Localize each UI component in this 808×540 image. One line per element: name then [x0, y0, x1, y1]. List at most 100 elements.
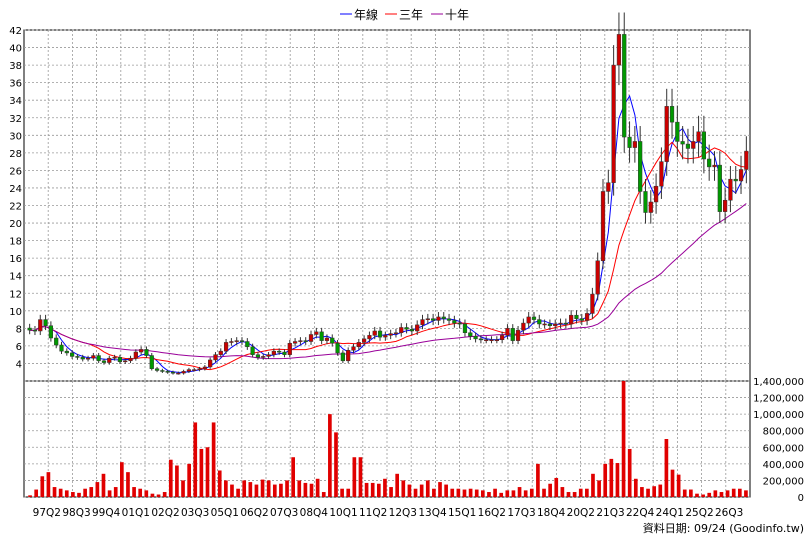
- x-tick-label: 98Q3: [62, 507, 90, 519]
- x-tick-label: 02Q2: [151, 507, 179, 519]
- x-tick-label: 10Q1: [329, 507, 357, 519]
- candle-body: [733, 178, 738, 182]
- price-tick-label: 30: [9, 131, 22, 142]
- volume-bar: [242, 480, 247, 497]
- candle-body: [340, 352, 345, 362]
- volume-bar: [548, 483, 552, 497]
- volume-bar: [444, 484, 448, 497]
- volume-bar: [376, 483, 381, 497]
- candle-body: [192, 369, 197, 371]
- volume-bar: [517, 487, 522, 497]
- volume-bar: [28, 495, 32, 497]
- x-tick-label: 17Q3: [507, 507, 535, 519]
- volume-bar: [493, 488, 497, 497]
- x-tick-label: 13Q4: [418, 507, 447, 519]
- volume-bar: [113, 487, 118, 497]
- candle-body: [282, 351, 287, 355]
- volume-bar: [71, 492, 75, 497]
- volume-bar: [34, 489, 39, 497]
- candle-body: [356, 342, 361, 348]
- candle-body: [176, 372, 181, 375]
- volume-bar: [132, 487, 136, 497]
- price-tick-label: 20: [9, 219, 22, 230]
- price-grid: [24, 29, 750, 381]
- volume-bar: [572, 492, 577, 497]
- candle-body: [261, 356, 266, 358]
- volume-bar: [321, 492, 326, 497]
- volume-bar: [58, 488, 63, 497]
- volume-bar: [474, 489, 479, 497]
- volume-bar: [126, 472, 130, 497]
- volume-bar: [266, 480, 271, 497]
- volume-bar: [272, 484, 277, 497]
- volume-bar: [413, 488, 418, 497]
- volume-bar: [175, 465, 179, 497]
- price-tick-label: 18: [9, 237, 22, 248]
- candle-body: [229, 341, 234, 343]
- volume-bar: [585, 488, 589, 497]
- candle-body: [600, 191, 606, 262]
- candle-body: [622, 34, 627, 138]
- candle-body: [489, 339, 494, 342]
- price-tick-label: 12: [9, 289, 22, 300]
- candle-body: [738, 169, 744, 182]
- candle-body: [616, 34, 622, 66]
- candle-body: [643, 191, 648, 213]
- volume-bar: [566, 492, 571, 497]
- candle-body: [547, 323, 553, 326]
- volume-bar: [707, 492, 712, 497]
- candle-body: [542, 323, 547, 326]
- x-tick-label: 18Q4: [537, 507, 566, 519]
- candle-body: [436, 316, 441, 321]
- volume-bar: [640, 487, 644, 497]
- candle-body: [351, 346, 356, 351]
- candle-body: [584, 313, 590, 321]
- volume-bar: [107, 490, 112, 497]
- price-tick-label: 32: [9, 114, 22, 125]
- candle-body: [165, 371, 170, 373]
- candle-body: [160, 370, 165, 372]
- volume-bar: [46, 472, 51, 497]
- volume-bar: [224, 480, 228, 497]
- volume-bar: [615, 463, 620, 497]
- candle-body: [54, 337, 59, 346]
- candle-body: [712, 164, 717, 168]
- volume-bar: [162, 492, 167, 497]
- x-tick-label: 16Q2: [478, 507, 506, 519]
- volume-bar: [156, 494, 161, 497]
- candle-body: [213, 354, 218, 361]
- candle-body: [250, 346, 255, 355]
- volume-bar: [291, 457, 295, 497]
- price-tick-label: 4: [16, 359, 22, 370]
- candle-body: [691, 141, 696, 149]
- candle-body: [308, 334, 314, 342]
- volume-bar: [646, 488, 650, 497]
- volume-bar: [395, 473, 400, 497]
- volume-bar: [664, 439, 669, 497]
- volume-bar: [438, 482, 442, 497]
- candle-body: [223, 342, 229, 352]
- candle-body: [319, 331, 324, 341]
- candle-body: [648, 201, 653, 213]
- volume-bar: [138, 488, 143, 497]
- volume-bar: [456, 488, 461, 497]
- volume-bar: [682, 489, 687, 497]
- candle-body: [197, 368, 202, 370]
- candle-body: [627, 136, 632, 148]
- x-tick-label: 22Q4: [626, 507, 655, 519]
- candles: [27, 12, 749, 375]
- candle-body: [186, 369, 192, 372]
- candle-body: [478, 338, 484, 341]
- volume-bar: [211, 422, 216, 497]
- candle-body: [107, 357, 112, 363]
- x-tick-label: 12Q3: [389, 507, 417, 519]
- candle-body: [393, 332, 399, 334]
- candle-body: [537, 319, 542, 325]
- x-tick-label: 24Q1: [656, 507, 684, 519]
- x-tick-label: 15Q1: [448, 507, 476, 519]
- candle-body: [239, 340, 245, 342]
- candle-body: [362, 338, 367, 343]
- volume-bar: [633, 478, 638, 497]
- candle-body: [685, 143, 691, 149]
